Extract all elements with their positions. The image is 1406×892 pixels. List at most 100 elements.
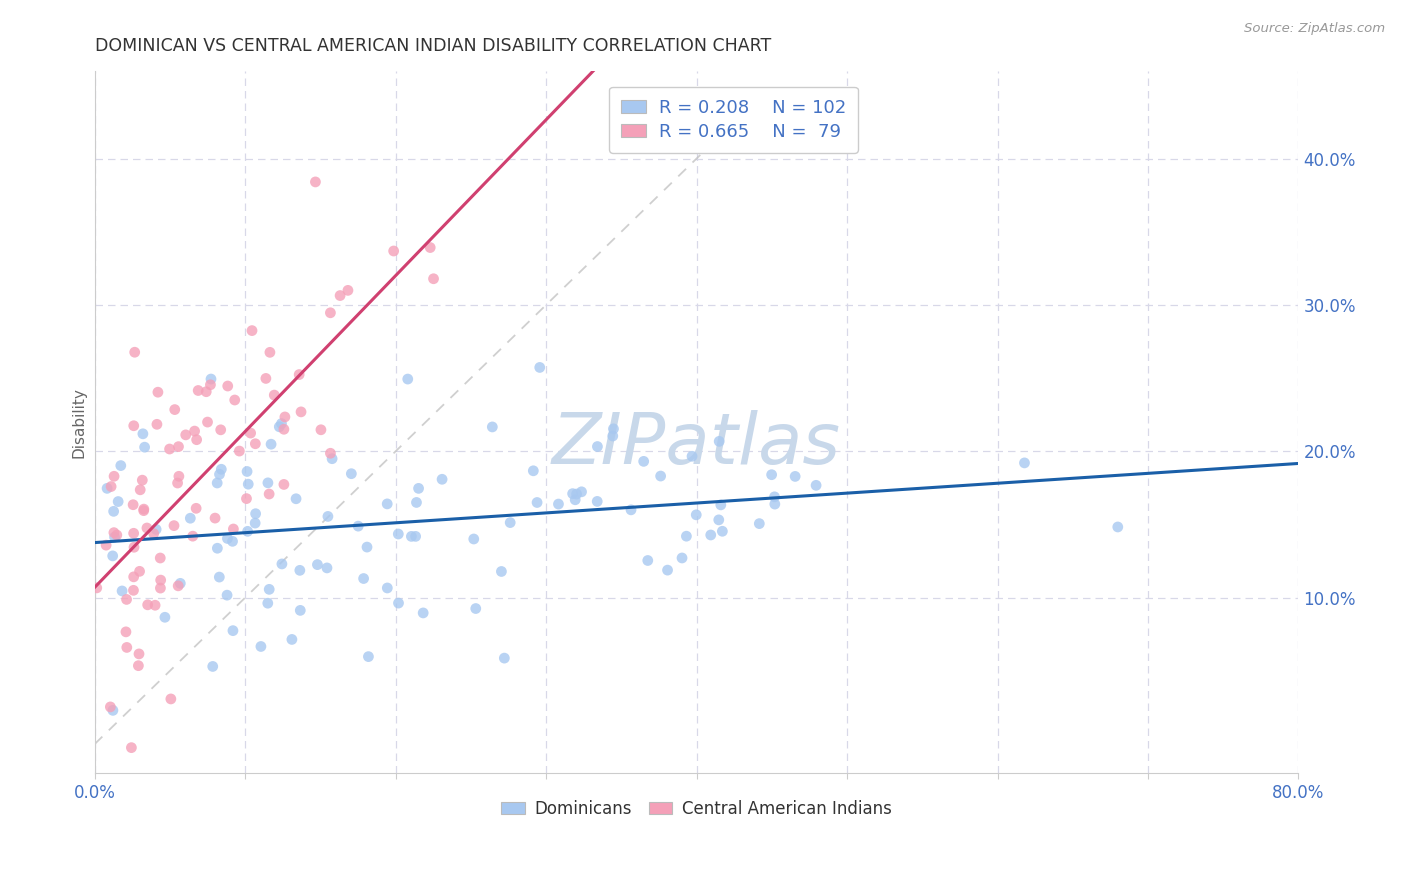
Point <box>633 454 655 468</box>
Point <box>205 475 228 490</box>
Text: DOMINICAN VS CENTRAL AMERICAN INDIAN DISABILITY CORRELATION CHART: DOMINICAN VS CENTRAL AMERICAN INDIAN DIS… <box>94 37 770 55</box>
Point <box>321 451 343 466</box>
Point <box>96 481 118 495</box>
Point <box>186 501 208 516</box>
Point <box>163 518 186 533</box>
Point <box>288 368 311 382</box>
Point <box>671 551 693 566</box>
Point <box>105 528 128 542</box>
Point <box>356 540 378 554</box>
Point <box>146 417 169 432</box>
Point <box>285 491 308 506</box>
Point <box>215 588 238 602</box>
Point <box>700 528 723 542</box>
Point <box>254 371 277 385</box>
Point <box>101 549 124 563</box>
Point <box>122 541 145 555</box>
Point <box>127 658 149 673</box>
Point <box>122 418 145 433</box>
Point <box>122 526 145 541</box>
Point <box>602 422 624 436</box>
Point <box>122 498 145 512</box>
Point <box>128 565 150 579</box>
Point <box>685 508 707 522</box>
Point <box>169 576 191 591</box>
Point <box>228 444 250 458</box>
Point <box>307 558 329 572</box>
Point <box>316 561 339 575</box>
Legend: Dominicans, Central American Indians: Dominicans, Central American Indians <box>495 794 898 825</box>
Point <box>316 509 339 524</box>
Point <box>149 551 172 566</box>
Point <box>208 570 231 584</box>
Point <box>209 423 232 437</box>
Point <box>290 603 312 617</box>
Point <box>309 423 332 437</box>
Point <box>167 469 190 483</box>
Point <box>250 640 273 654</box>
Point <box>103 530 125 544</box>
Point <box>565 487 588 501</box>
Point <box>153 610 176 624</box>
Point <box>174 428 197 442</box>
Point <box>408 482 430 496</box>
Point <box>375 581 398 595</box>
Point <box>382 244 405 258</box>
Point <box>375 497 398 511</box>
Point <box>238 477 260 491</box>
Point <box>281 632 304 647</box>
Point <box>103 469 125 483</box>
Point <box>132 503 155 517</box>
Point <box>357 649 380 664</box>
Point <box>86 581 108 595</box>
Point <box>115 592 138 607</box>
Point <box>217 532 239 546</box>
Point <box>529 360 551 375</box>
Point <box>224 392 246 407</box>
Point <box>100 479 122 493</box>
Point <box>273 477 295 491</box>
Point <box>571 484 593 499</box>
Point <box>142 526 165 541</box>
Point <box>201 659 224 673</box>
Point <box>396 372 419 386</box>
Point <box>675 529 697 543</box>
Point <box>547 497 569 511</box>
Point <box>136 521 159 535</box>
Point <box>526 495 548 509</box>
Point <box>149 573 172 587</box>
Point <box>124 345 146 359</box>
Point <box>329 288 352 302</box>
Point <box>336 284 359 298</box>
Point <box>204 511 226 525</box>
Point <box>181 529 204 543</box>
Point <box>419 241 441 255</box>
Point <box>239 426 262 441</box>
Point <box>107 494 129 508</box>
Point <box>132 426 155 441</box>
Point <box>245 507 267 521</box>
Point <box>401 529 423 543</box>
Point <box>200 372 222 386</box>
Point <box>149 581 172 595</box>
Text: Source: ZipAtlas.com: Source: ZipAtlas.com <box>1244 22 1385 36</box>
Point <box>353 572 375 586</box>
Point <box>763 490 786 504</box>
Point <box>256 596 278 610</box>
Point <box>657 563 679 577</box>
Point <box>115 624 138 639</box>
Point <box>637 553 659 567</box>
Point <box>222 522 245 536</box>
Point <box>257 582 280 597</box>
Point <box>340 467 363 481</box>
Point <box>145 522 167 536</box>
Point <box>186 433 208 447</box>
Point <box>166 476 188 491</box>
Point <box>221 534 243 549</box>
Point <box>263 388 285 402</box>
Point <box>143 599 166 613</box>
Point <box>763 497 786 511</box>
Point <box>103 504 125 518</box>
Point <box>804 478 827 492</box>
Point <box>259 345 281 359</box>
